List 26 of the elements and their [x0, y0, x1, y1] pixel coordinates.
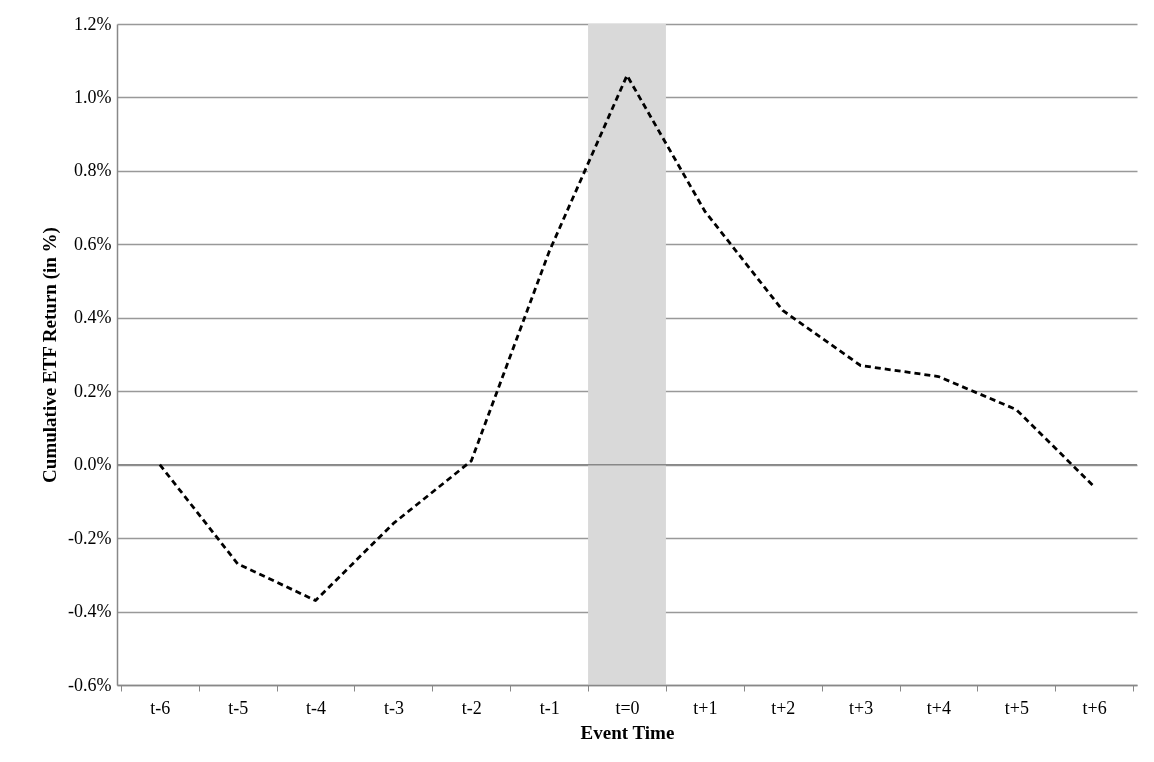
x-tick-label: t=0: [615, 697, 640, 718]
x-tick-label: t-5: [228, 697, 249, 718]
y-tick-label: 0.2%: [74, 380, 112, 401]
y-tick-label: 1.2%: [74, 13, 112, 34]
x-tick-label: t-3: [383, 697, 404, 718]
y-tick-label: 0.6%: [74, 233, 112, 254]
x-tick-label: t+3: [849, 697, 874, 718]
y-tick-label: 1.0%: [74, 86, 112, 107]
y-tick-label: -0.4%: [68, 601, 112, 622]
x-tick-label: t+1: [693, 697, 718, 718]
x-tick-label: t+6: [1082, 697, 1107, 718]
line-series: [158, 74, 1096, 602]
x-axis-title: Event Time: [580, 721, 675, 743]
x-tick-label: t-4: [306, 697, 327, 718]
y-tick-label: 0.4%: [74, 307, 112, 328]
y-tick-label: -0.6%: [68, 674, 112, 695]
x-tick-label: t+5: [1004, 697, 1029, 718]
y-tick-label: 0.8%: [74, 160, 112, 181]
y-tick-label: 0.0%: [74, 454, 112, 475]
x-tick-label: t+4: [926, 697, 952, 718]
x-tick-label: t-2: [461, 697, 482, 718]
x-tick-label: t-1: [539, 697, 560, 718]
y-axis-title: Cumulative ETF Return (in %): [39, 227, 62, 483]
x-tick-label: t+2: [771, 697, 796, 718]
x-tick-label: t-6: [150, 697, 171, 718]
y-tick-label: -0.2%: [68, 527, 112, 548]
